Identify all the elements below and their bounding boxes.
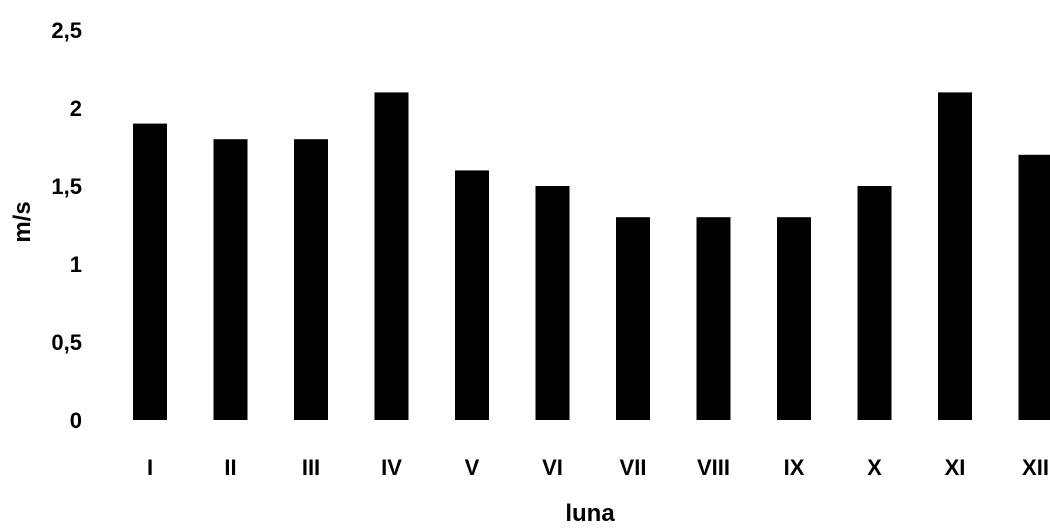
bar-ix: [777, 217, 811, 420]
x-tick-label: XI: [945, 455, 966, 480]
x-axis-label: luna: [565, 500, 615, 527]
y-axis-label: m/s: [9, 201, 36, 242]
bar-vi: [535, 186, 570, 420]
bar-x: [857, 186, 892, 420]
y-tick-label: 1,5: [51, 174, 82, 199]
x-tick-label: I: [147, 455, 153, 480]
x-tick-label: II: [224, 455, 236, 480]
bar-viii: [696, 217, 731, 420]
x-tick-label: VII: [620, 455, 647, 480]
bar-iv: [374, 92, 409, 421]
x-tick-label: X: [867, 455, 882, 480]
x-tick-label: V: [465, 455, 480, 480]
bar-xi: [938, 92, 972, 421]
bars: [133, 92, 1050, 421]
y-tick-label: 1: [70, 252, 82, 277]
y-axis-ticks: 0 0,5 1 1,5 2 2,5: [51, 18, 82, 433]
x-tick-label: VI: [542, 455, 563, 480]
bar-iii: [294, 139, 328, 420]
bar-ii: [213, 139, 248, 420]
y-tick-label: 0,5: [51, 330, 82, 355]
x-tick-label: IV: [381, 455, 402, 480]
bar-vii: [616, 217, 650, 420]
y-tick-label: 2,5: [51, 18, 82, 43]
x-tick-label: XII: [1022, 455, 1049, 480]
x-axis-ticks: I II III IV V VI VII VIII IX X XI XII: [147, 455, 1049, 480]
y-tick-label: 0: [70, 408, 82, 433]
y-tick-label: 2: [70, 96, 82, 121]
bar-i: [133, 123, 167, 420]
x-tick-label: VIII: [697, 455, 730, 480]
x-tick-label: III: [302, 455, 320, 480]
x-tick-label: IX: [784, 455, 805, 480]
bar-xii: [1018, 154, 1050, 421]
bar-v: [455, 170, 489, 420]
